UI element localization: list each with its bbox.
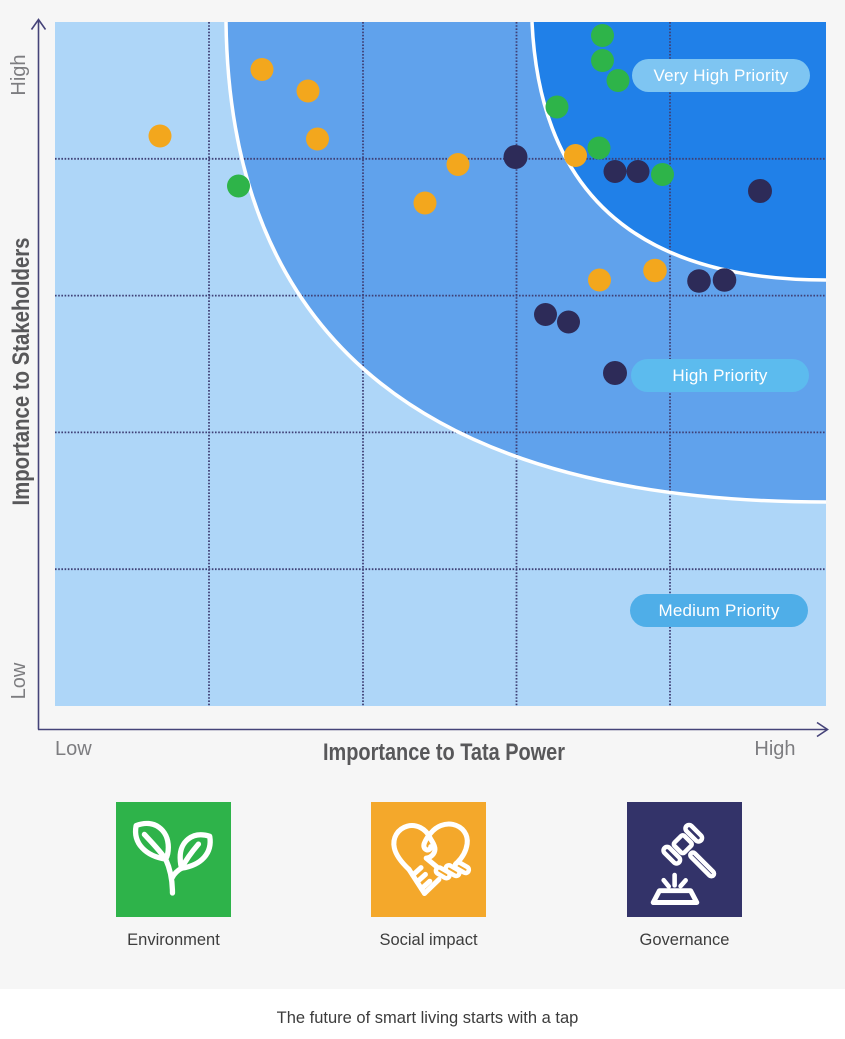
svg-text:High: High	[754, 738, 795, 760]
svg-text:Low: Low	[55, 738, 92, 760]
svg-text:Importance to Tata Power: Importance to Tata Power	[323, 739, 565, 766]
svg-text:Importance to Stakeholders: Importance to Stakeholders	[8, 238, 35, 506]
svg-text:High: High	[8, 54, 30, 95]
svg-text:Low: Low	[8, 662, 30, 699]
